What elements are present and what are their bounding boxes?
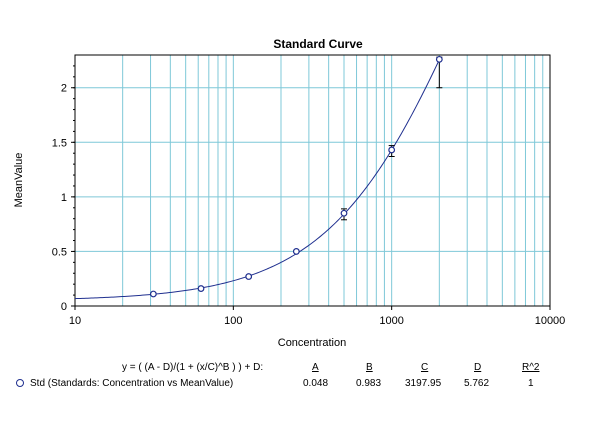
header-b: B bbox=[366, 362, 373, 373]
x-tick-label: 10 bbox=[69, 315, 81, 327]
legend-marker-icon bbox=[16, 379, 24, 387]
data-point bbox=[388, 146, 396, 154]
y-tick-label: 0 bbox=[61, 301, 67, 313]
data-point bbox=[292, 248, 300, 255]
data-point bbox=[149, 290, 157, 298]
data-point bbox=[245, 273, 253, 280]
value-b: 0.983 bbox=[356, 378, 382, 389]
header-c: C bbox=[421, 362, 429, 373]
x-axis-label: Concentration bbox=[278, 337, 347, 349]
legend-table: y = ( (A - D)/(1 + (x/C)^B ) ) + D: A B … bbox=[0, 358, 591, 398]
data-point bbox=[197, 285, 205, 292]
plot-area-frame bbox=[74, 54, 551, 307]
y-axis-label: MeanValue bbox=[13, 153, 25, 208]
fit-equation: y = ( (A - D)/(1 + (x/C)^B ) ) + D: bbox=[122, 362, 264, 373]
header-d: D bbox=[474, 362, 482, 373]
header-a: A bbox=[312, 362, 319, 373]
y-tick-label: 1.5 bbox=[52, 137, 67, 149]
chart-title: Standard Curve bbox=[273, 37, 363, 51]
x-tick-label: 100 bbox=[224, 315, 242, 327]
series-name: Std (Standards: Concentration vs MeanVal… bbox=[30, 378, 234, 389]
data-points bbox=[149, 55, 443, 298]
y-tick-label: 0.5 bbox=[52, 246, 67, 258]
grid bbox=[75, 55, 550, 306]
data-point bbox=[340, 209, 348, 217]
data-point bbox=[435, 55, 443, 63]
value-a: 0.048 bbox=[303, 378, 329, 389]
fit-curve bbox=[74, 59, 440, 300]
value-c: 3197.95 bbox=[405, 378, 442, 389]
value-d: 5.762 bbox=[464, 378, 490, 389]
standard-curve-chart: Standard Curve 10 100 1000 10000 0 0.5 1 1.5 2 C… bbox=[13, 37, 566, 349]
header-r2: R^2 bbox=[522, 362, 540, 373]
x-tick-label: 1000 bbox=[379, 315, 403, 327]
value-r2: 1 bbox=[528, 378, 534, 389]
axis-ticks: 10 100 1000 10000 0 0.5 1 1.5 2 bbox=[52, 65, 566, 327]
y-tick-label: 1 bbox=[61, 192, 67, 204]
y-tick-label: 2 bbox=[61, 83, 67, 95]
x-tick-label: 10000 bbox=[535, 315, 566, 327]
